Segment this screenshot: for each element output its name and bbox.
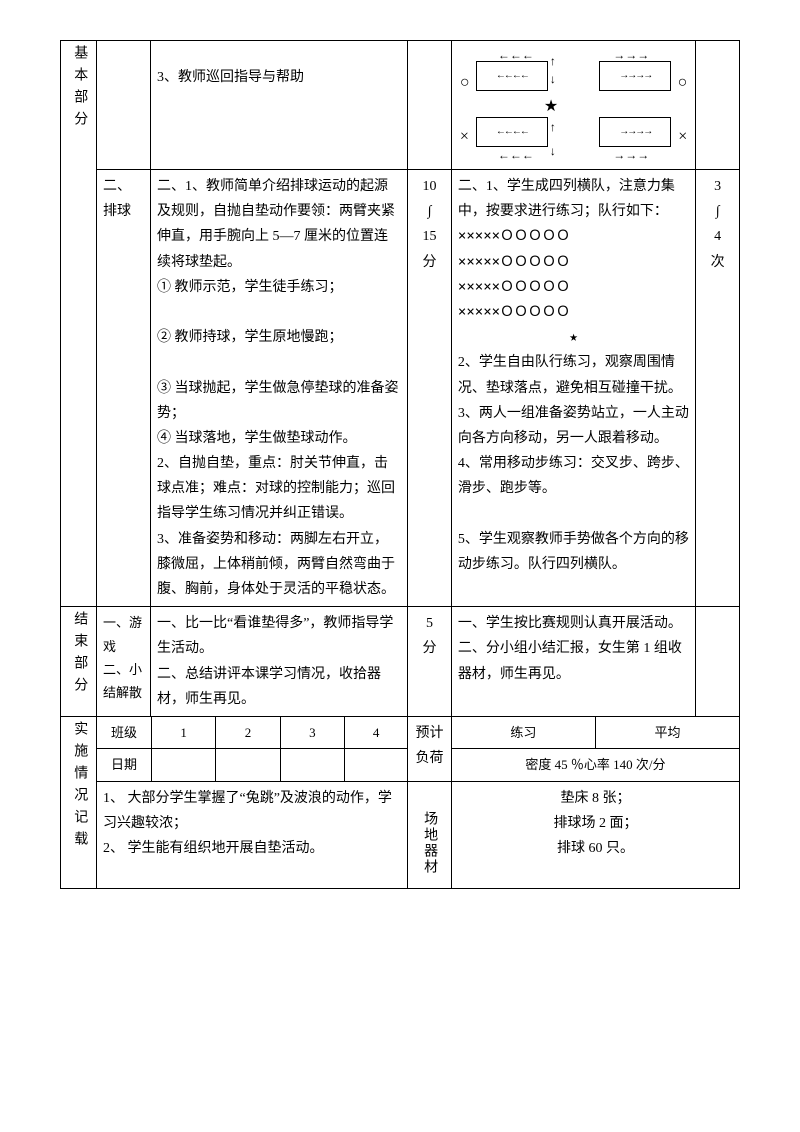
row3-time: 5 分 <box>408 607 452 717</box>
row1-time <box>408 41 452 170</box>
class-label: 班级 <box>97 717 152 749</box>
equip-text: 垫床 8 张； 排球场 2 面； 排球 60 只。 <box>451 781 739 888</box>
load-c1: 练习 <box>452 717 596 749</box>
row2-teacher: 二、1、教师简单介绍排球运动的起源及规则，自抛自垫动作要领：两臂夹紧伸直，用手腕… <box>151 170 408 607</box>
row3-sub: 一、游戏 二、小结解散 <box>97 607 151 717</box>
row3-reps <box>696 607 740 717</box>
impl-class-grid: 班级 1 2 3 4 日期 <box>97 716 408 781</box>
load-label: 预计负荷 <box>408 716 452 781</box>
row1-reps <box>696 41 740 170</box>
row2-student: 二、1、学生成四列横队，注意力集中，按要求进行练习；队行如下： ×××××ＯＯＯ… <box>451 170 695 607</box>
impl-notes: 1、 大部分学生掌握了“兔跳”及波浪的动作，学习兴趣较浓； 2、 学生能有组织地… <box>97 781 408 888</box>
class-2: 2 <box>216 717 280 749</box>
load-line2: 密度 45 ％心率 140 次/分 <box>452 749 739 781</box>
date-4 <box>344 749 407 781</box>
row1-teacher: 3、教师巡回指导与帮助 <box>151 41 408 170</box>
class-4: 4 <box>344 717 407 749</box>
row2-reps: 3 ∫ 4 次 <box>696 170 740 607</box>
row2-time: 10 ∫ 15 分 <box>408 170 452 607</box>
section-impl: 实施情况记载 <box>61 716 97 888</box>
class-1: 1 <box>152 717 216 749</box>
equip-label: 场地器材 <box>408 781 452 888</box>
row1-diagram: ○ ○ × × ★ ←←←← →→→→ ←←←← →→→→ ←←← →→→ ←←… <box>451 41 695 170</box>
section-basic: 基本部分 <box>61 41 97 607</box>
row1-sub <box>97 41 151 170</box>
formation-diagram: ○ ○ × × ★ ←←←← →→→→ ←←←← →→→→ ←←← →→→ ←←… <box>458 45 689 165</box>
date-3 <box>280 749 344 781</box>
section-end: 结束部分 <box>61 607 97 717</box>
row3-student: 一、学生按比赛规则认真开展活动。 二、分小组小结汇报，女生第 1 组收器材，师生… <box>451 607 695 717</box>
date-2 <box>216 749 280 781</box>
lesson-plan-table: 基本部分 3、教师巡回指导与帮助 ○ ○ × × ★ ←←←← →→→→ ←←←… <box>60 40 740 889</box>
date-1 <box>152 749 216 781</box>
date-label: 日期 <box>97 749 152 781</box>
load-c2: 平均 <box>595 717 739 749</box>
row3-teacher: 一、比一比“看谁垫得多”，教师指导学生活动。 二、总结讲评本课学习情况，收拾器材… <box>151 607 408 717</box>
class-3: 3 <box>280 717 344 749</box>
row2-sub: 二、排球 <box>97 170 151 607</box>
load-grid: 练习 平均 密度 45 ％心率 140 次/分 <box>451 716 739 781</box>
